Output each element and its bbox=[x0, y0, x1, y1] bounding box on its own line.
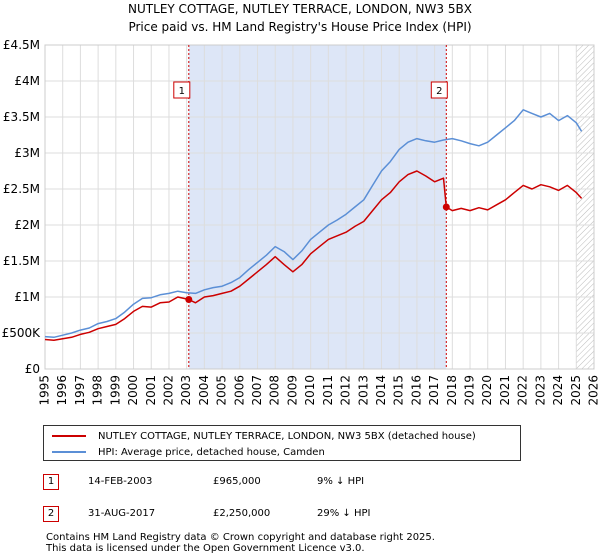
x-tick-label: 1998 bbox=[91, 375, 105, 406]
x-tick-label: 1996 bbox=[55, 375, 69, 406]
legend-swatch-property bbox=[52, 435, 86, 437]
legend: NUTLEY COTTAGE, NUTLEY TERRACE, LONDON, … bbox=[43, 425, 521, 461]
x-tick-label: 2021 bbox=[498, 375, 512, 406]
x-tick-label: 2007 bbox=[250, 375, 264, 406]
x-tick-label: 2022 bbox=[516, 375, 530, 406]
legend-label-hpi: HPI: Average price, detached house, Camd… bbox=[98, 446, 325, 458]
x-tick-label: 1995 bbox=[38, 375, 52, 406]
y-tick-label: £2.5M bbox=[3, 182, 40, 196]
x-tick-label: 2003 bbox=[179, 375, 193, 406]
sale-price: £2,250,000 bbox=[213, 508, 271, 519]
x-tick-label: 2015 bbox=[392, 375, 406, 406]
chart-subtitle: Price paid vs. HM Land Registry's House … bbox=[128, 20, 471, 34]
sale-date: 31-AUG-2017 bbox=[88, 508, 156, 519]
series-line bbox=[44, 109, 583, 339]
legend-item-hpi: HPI: Average price, detached house, Camd… bbox=[52, 444, 325, 460]
x-tick-label: 2025 bbox=[569, 375, 583, 406]
x-tick-label: 2011 bbox=[321, 375, 335, 406]
y-tick-label: £4M bbox=[14, 74, 40, 88]
y-tick-label: £500K bbox=[2, 326, 42, 340]
legend-item-property: NUTLEY COTTAGE, NUTLEY TERRACE, LONDON, … bbox=[52, 428, 476, 444]
series-line bbox=[44, 170, 583, 341]
x-tick-label: 2024 bbox=[551, 375, 565, 406]
x-tick-label: 2020 bbox=[480, 375, 494, 406]
x-tick-label: 2023 bbox=[533, 375, 547, 406]
sale-point bbox=[442, 203, 450, 211]
x-tick-label: 2008 bbox=[268, 375, 282, 406]
y-tick-label: £0 bbox=[25, 362, 40, 376]
y-tick-label: £3M bbox=[14, 146, 40, 160]
price-chart: NUTLEY COTTAGE, NUTLEY TERRACE, LONDON, … bbox=[2, 2, 600, 406]
x-tick-label: 2014 bbox=[374, 375, 388, 406]
shaded-ownership-region bbox=[188, 45, 447, 369]
sale-date: 14-FEB-2003 bbox=[88, 476, 153, 487]
sale-row: 2 31-AUG-2017 £2,250,000 29% ↓ HPI bbox=[43, 506, 543, 526]
y-tick-label: £1.5M bbox=[3, 254, 40, 268]
x-tick-label: 1997 bbox=[73, 375, 87, 406]
x-tick-label: 2012 bbox=[339, 375, 353, 406]
sale-label-box bbox=[173, 81, 191, 99]
x-tick-label: 2019 bbox=[463, 375, 477, 406]
sale-row: 1 14-FEB-2003 £965,000 9% ↓ HPI bbox=[43, 474, 543, 494]
legend-label-property: NUTLEY COTTAGE, NUTLEY TERRACE, LONDON, … bbox=[98, 430, 476, 442]
x-tick-label: 2017 bbox=[427, 375, 441, 406]
sale-hpi-diff: 9% ↓ HPI bbox=[317, 476, 365, 487]
x-tick-label: 2001 bbox=[144, 375, 158, 406]
x-tick-label: 2000 bbox=[126, 375, 140, 406]
sale-label-text: 2 bbox=[436, 86, 442, 97]
sale-price: £965,000 bbox=[213, 476, 261, 487]
legend-swatch-hpi bbox=[52, 451, 86, 453]
footer: Contains HM Land Registry data © Crown c… bbox=[46, 532, 435, 554]
sale-hpi-diff: 29% ↓ HPI bbox=[317, 508, 371, 519]
y-tick-label: £1M bbox=[14, 290, 40, 304]
x-tick-label: 2009 bbox=[285, 375, 299, 406]
sale-marker-badge: 1 bbox=[43, 474, 59, 490]
x-tick-label: 2004 bbox=[197, 375, 211, 406]
x-tick-label: 2006 bbox=[232, 375, 246, 406]
y-tick-label: £2M bbox=[14, 218, 40, 232]
y-tick-label: £3.5M bbox=[3, 110, 40, 124]
sale-marker-badge: 2 bbox=[43, 506, 59, 522]
projection-hatch-region bbox=[576, 45, 594, 369]
x-tick-label: 2013 bbox=[356, 375, 370, 406]
x-tick-label: 1999 bbox=[108, 375, 122, 406]
sale-label-box bbox=[430, 81, 448, 99]
x-tick-label: 2026 bbox=[587, 375, 600, 406]
sale-label-text: 1 bbox=[179, 86, 185, 97]
chart-title: NUTLEY COTTAGE, NUTLEY TERRACE, LONDON, … bbox=[128, 2, 472, 16]
sale-point bbox=[185, 296, 193, 304]
y-tick-label: £4.5M bbox=[3, 38, 40, 52]
plot-frame bbox=[44, 44, 595, 370]
x-tick-label: 2010 bbox=[303, 375, 317, 406]
x-tick-label: 2018 bbox=[445, 375, 459, 406]
footer-copyright: Contains HM Land Registry data © Crown c… bbox=[46, 532, 435, 543]
x-tick-label: 2005 bbox=[215, 375, 229, 406]
plot-area: 1 2 £0 £500K £1M £1.5M £2M £2.5M £3M £3.5M £4M £4.5… bbox=[2, 38, 600, 406]
x-tick-label: 2016 bbox=[409, 375, 423, 406]
x-tick-label: 2002 bbox=[161, 375, 175, 406]
footer-licence: This data is licensed under the Open Gov… bbox=[46, 543, 365, 554]
